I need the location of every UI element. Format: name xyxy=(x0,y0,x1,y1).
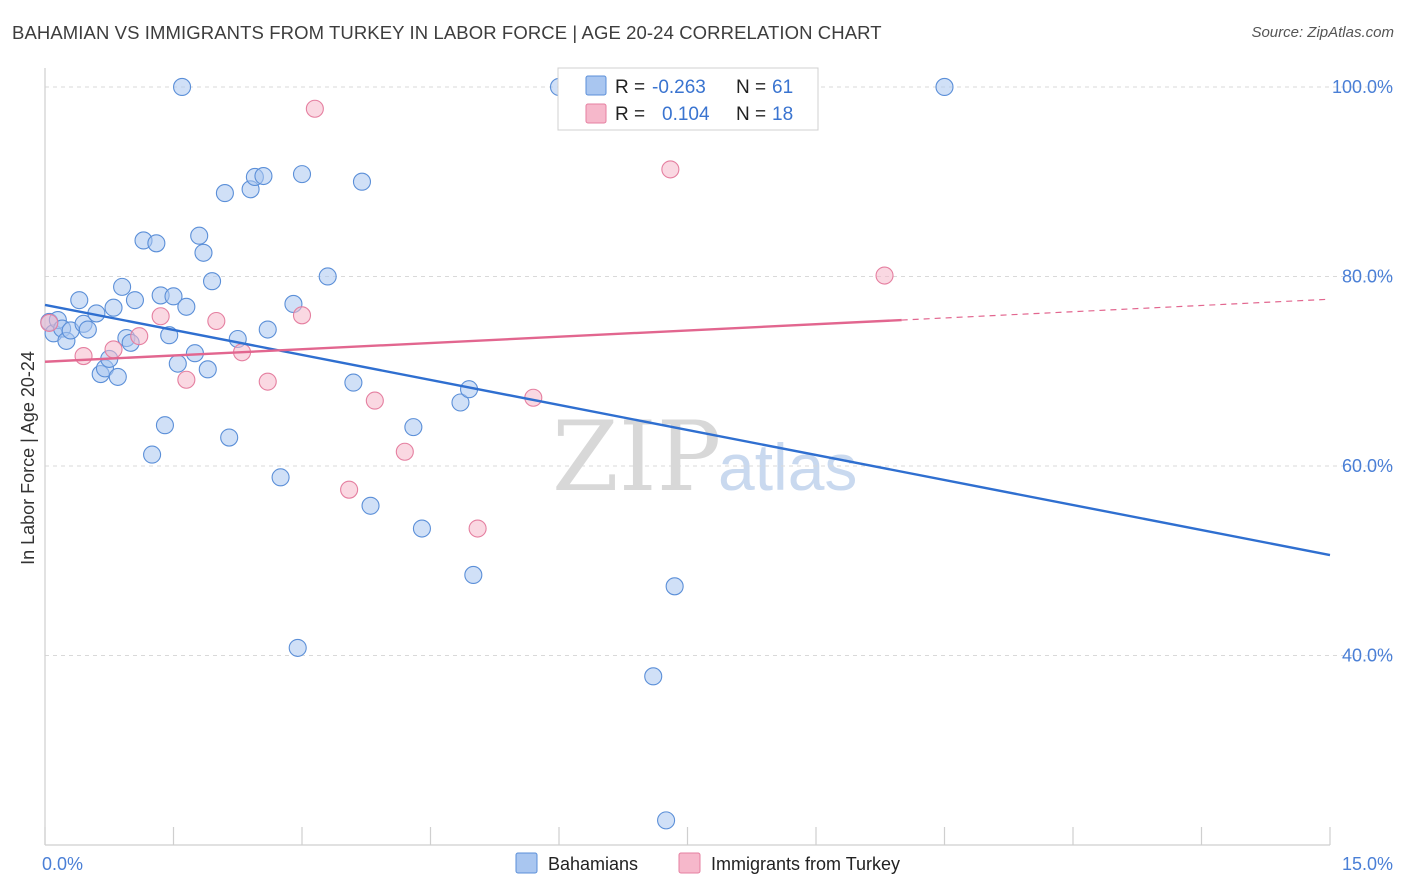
point-turkey xyxy=(468,519,487,538)
point-bahamians xyxy=(104,298,123,317)
point-bahamians xyxy=(190,226,209,245)
y-tick-label: 80.0% xyxy=(1342,266,1393,286)
y-axis-tick-labels: 100.0% 80.0% 60.0% 40.0% xyxy=(1332,77,1393,666)
point-turkey xyxy=(395,442,414,461)
source-credit: Source: ZipAtlas.com xyxy=(1251,24,1394,41)
point-bahamians xyxy=(168,354,187,373)
stats-n-value-turkey: 18 xyxy=(772,104,793,125)
point-bahamians xyxy=(451,393,470,412)
point-bahamians xyxy=(254,166,273,186)
point-turkey xyxy=(340,480,359,499)
point-bahamians xyxy=(318,267,337,286)
point-bahamians xyxy=(198,360,217,379)
stats-n-label-turkey: N = xyxy=(736,104,766,125)
y-tick-label: 100.0% xyxy=(1332,77,1393,97)
x-axis-tick-labels: 0.0% 15.0% xyxy=(42,854,1393,874)
point-bahamians xyxy=(665,577,684,596)
point-bahamians xyxy=(271,468,290,487)
point-turkey xyxy=(875,266,894,285)
point-bahamians xyxy=(292,165,312,184)
point-bahamians xyxy=(412,519,431,538)
legend: Bahamians Immigrants from Turkey xyxy=(515,852,900,874)
point-bahamians xyxy=(361,496,380,515)
stats-r-label-turkey: R = xyxy=(615,104,645,125)
point-bahamians xyxy=(935,77,954,97)
point-bahamians xyxy=(644,667,663,686)
point-bahamians xyxy=(288,638,307,657)
point-bahamians xyxy=(70,291,89,310)
point-turkey xyxy=(305,99,324,118)
gridlines xyxy=(45,86,1392,656)
point-turkey xyxy=(292,306,312,325)
point-bahamians xyxy=(177,297,196,316)
stats-swatch-turkey xyxy=(585,103,607,124)
stats-box: R = -0.263 N = 61 R = 0.104 N = 18 xyxy=(557,67,819,131)
point-turkey xyxy=(40,313,59,332)
point-bahamians xyxy=(352,172,372,191)
point-bahamians xyxy=(108,367,127,386)
point-bahamians xyxy=(464,565,483,584)
stats-n-value-bahamians: 61 xyxy=(772,77,793,98)
point-turkey xyxy=(207,311,226,331)
stats-r-value-turkey: 0.104 xyxy=(662,104,710,125)
y-axis-title: In Labor Force | Age 20-24 xyxy=(18,351,38,565)
legend-swatch-turkey xyxy=(678,852,701,874)
y-tick-label: 60.0% xyxy=(1342,456,1393,476)
point-turkey xyxy=(130,327,149,346)
point-bahamians xyxy=(78,320,97,339)
point-bahamians xyxy=(657,811,676,830)
legend-label-turkey: Immigrants from Turkey xyxy=(711,854,900,874)
point-bahamians xyxy=(164,287,183,306)
stats-swatch-bahamians xyxy=(585,75,607,96)
scatter-points xyxy=(40,77,954,830)
chart-title: BAHAMIAN VS IMMIGRANTS FROM TURKEY IN LA… xyxy=(12,22,882,43)
point-bahamians xyxy=(173,77,192,97)
point-bahamians xyxy=(215,184,234,203)
point-turkey xyxy=(258,372,277,391)
watermark-zip: ZIP xyxy=(552,401,721,513)
watermark-atlas: atlas xyxy=(718,430,857,504)
x-tick-label: 15.0% xyxy=(1342,854,1393,874)
point-turkey xyxy=(104,340,123,359)
legend-swatch-bahamians xyxy=(515,852,538,874)
point-turkey xyxy=(151,307,170,326)
trendline-turkey-extension xyxy=(901,298,1331,321)
x-axis-ticks xyxy=(44,827,1331,845)
point-bahamians xyxy=(203,272,222,291)
trendline-bahamians xyxy=(44,303,1331,557)
point-bahamians xyxy=(220,428,239,447)
y-tick-label: 40.0% xyxy=(1342,645,1393,665)
point-bahamians xyxy=(194,243,213,262)
point-bahamians xyxy=(344,373,363,392)
point-turkey xyxy=(365,391,384,410)
point-bahamians xyxy=(404,418,423,437)
point-turkey xyxy=(74,347,93,366)
point-bahamians xyxy=(155,416,174,435)
point-turkey xyxy=(661,160,680,179)
point-turkey xyxy=(177,370,196,389)
point-bahamians xyxy=(143,445,162,464)
stats-r-label-bahamians: R = xyxy=(615,77,645,98)
point-bahamians xyxy=(113,277,132,296)
point-bahamians xyxy=(125,291,144,310)
x-tick-label: 0.0% xyxy=(42,854,83,874)
stats-r-value-bahamians: -0.263 xyxy=(652,77,706,98)
point-bahamians xyxy=(258,320,277,339)
point-bahamians xyxy=(147,234,166,253)
legend-label-bahamians: Bahamians xyxy=(548,854,638,874)
stats-n-label-bahamians: N = xyxy=(736,77,766,98)
trendline-turkey xyxy=(44,318,902,363)
trend-lines xyxy=(44,298,1331,557)
